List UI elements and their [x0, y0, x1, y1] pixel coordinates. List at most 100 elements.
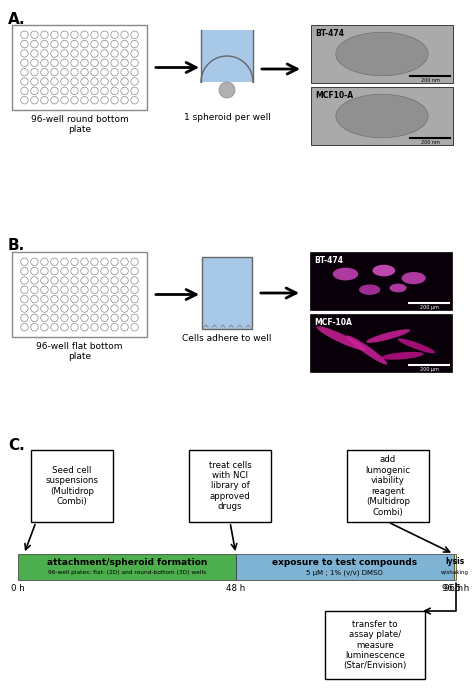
Circle shape: [41, 50, 48, 57]
Circle shape: [91, 314, 98, 322]
Circle shape: [101, 50, 108, 57]
Circle shape: [71, 323, 78, 331]
Ellipse shape: [390, 284, 407, 292]
Circle shape: [91, 258, 98, 266]
Circle shape: [131, 96, 138, 104]
Circle shape: [81, 267, 88, 275]
Circle shape: [51, 59, 58, 66]
Circle shape: [81, 286, 88, 293]
Circle shape: [111, 295, 118, 303]
Bar: [311, 25, 453, 83]
Circle shape: [31, 304, 38, 312]
Circle shape: [31, 267, 38, 275]
Bar: [12, 25, 147, 110]
Circle shape: [101, 31, 108, 39]
Circle shape: [51, 304, 58, 312]
Circle shape: [111, 277, 118, 284]
Circle shape: [61, 59, 68, 66]
Circle shape: [219, 82, 235, 98]
Circle shape: [51, 323, 58, 331]
Circle shape: [51, 69, 58, 76]
Ellipse shape: [333, 268, 358, 280]
Text: 96-well round bottom
plate: 96-well round bottom plate: [31, 115, 128, 134]
Circle shape: [81, 277, 88, 284]
Circle shape: [91, 96, 98, 104]
Circle shape: [21, 87, 28, 95]
Circle shape: [41, 277, 48, 284]
Circle shape: [81, 314, 88, 322]
Text: 200 nm: 200 nm: [421, 140, 439, 145]
Circle shape: [71, 314, 78, 322]
Text: treat cells
with NCI
library of
approved
drugs: treat cells with NCI library of approved…: [209, 461, 251, 511]
Circle shape: [131, 50, 138, 57]
Text: BT-474: BT-474: [314, 256, 343, 265]
Bar: [454, 554, 456, 580]
Circle shape: [101, 314, 108, 322]
Circle shape: [61, 258, 68, 266]
Circle shape: [101, 323, 108, 331]
Text: 96 h: 96 h: [444, 584, 463, 593]
Circle shape: [71, 40, 78, 48]
Circle shape: [51, 286, 58, 293]
Circle shape: [131, 304, 138, 312]
Circle shape: [131, 286, 138, 293]
Circle shape: [131, 295, 138, 303]
Circle shape: [41, 323, 48, 331]
Circle shape: [71, 59, 78, 66]
Circle shape: [41, 314, 48, 322]
Circle shape: [131, 31, 138, 39]
Circle shape: [131, 258, 138, 266]
Circle shape: [81, 304, 88, 312]
Circle shape: [61, 295, 68, 303]
Circle shape: [111, 323, 118, 331]
Text: BT-474: BT-474: [315, 29, 344, 38]
Circle shape: [21, 295, 28, 303]
Wedge shape: [201, 56, 253, 82]
Circle shape: [131, 323, 138, 331]
Circle shape: [41, 286, 48, 293]
Circle shape: [81, 31, 88, 39]
Text: w/shaking: w/shaking: [441, 570, 469, 575]
Text: B.: B.: [8, 238, 25, 253]
Ellipse shape: [401, 272, 426, 284]
Circle shape: [131, 277, 138, 284]
Circle shape: [81, 59, 88, 66]
Circle shape: [61, 69, 68, 76]
Circle shape: [91, 304, 98, 312]
Circle shape: [111, 31, 118, 39]
Circle shape: [31, 40, 38, 48]
Circle shape: [71, 295, 78, 303]
Circle shape: [31, 69, 38, 76]
Circle shape: [31, 59, 38, 66]
Text: A.: A.: [8, 12, 26, 27]
Circle shape: [131, 78, 138, 85]
Circle shape: [21, 40, 28, 48]
Circle shape: [71, 69, 78, 76]
Circle shape: [91, 267, 98, 275]
Circle shape: [31, 50, 38, 57]
Text: MCF-10A: MCF-10A: [314, 318, 352, 327]
Circle shape: [111, 59, 118, 66]
Circle shape: [131, 59, 138, 66]
Circle shape: [121, 304, 128, 312]
Circle shape: [91, 78, 98, 85]
Circle shape: [101, 286, 108, 293]
Circle shape: [81, 96, 88, 104]
Circle shape: [61, 267, 68, 275]
Circle shape: [21, 258, 28, 266]
Circle shape: [21, 31, 28, 39]
Text: 200 μm: 200 μm: [419, 367, 438, 372]
Circle shape: [61, 96, 68, 104]
Circle shape: [21, 267, 28, 275]
Circle shape: [51, 258, 58, 266]
Circle shape: [111, 78, 118, 85]
Circle shape: [101, 258, 108, 266]
Circle shape: [71, 31, 78, 39]
Circle shape: [111, 69, 118, 76]
Circle shape: [51, 267, 58, 275]
Text: 1 spheroid per well: 1 spheroid per well: [183, 113, 271, 122]
Circle shape: [21, 96, 28, 104]
Text: C.: C.: [8, 438, 25, 453]
Ellipse shape: [381, 352, 424, 360]
Circle shape: [31, 314, 38, 322]
